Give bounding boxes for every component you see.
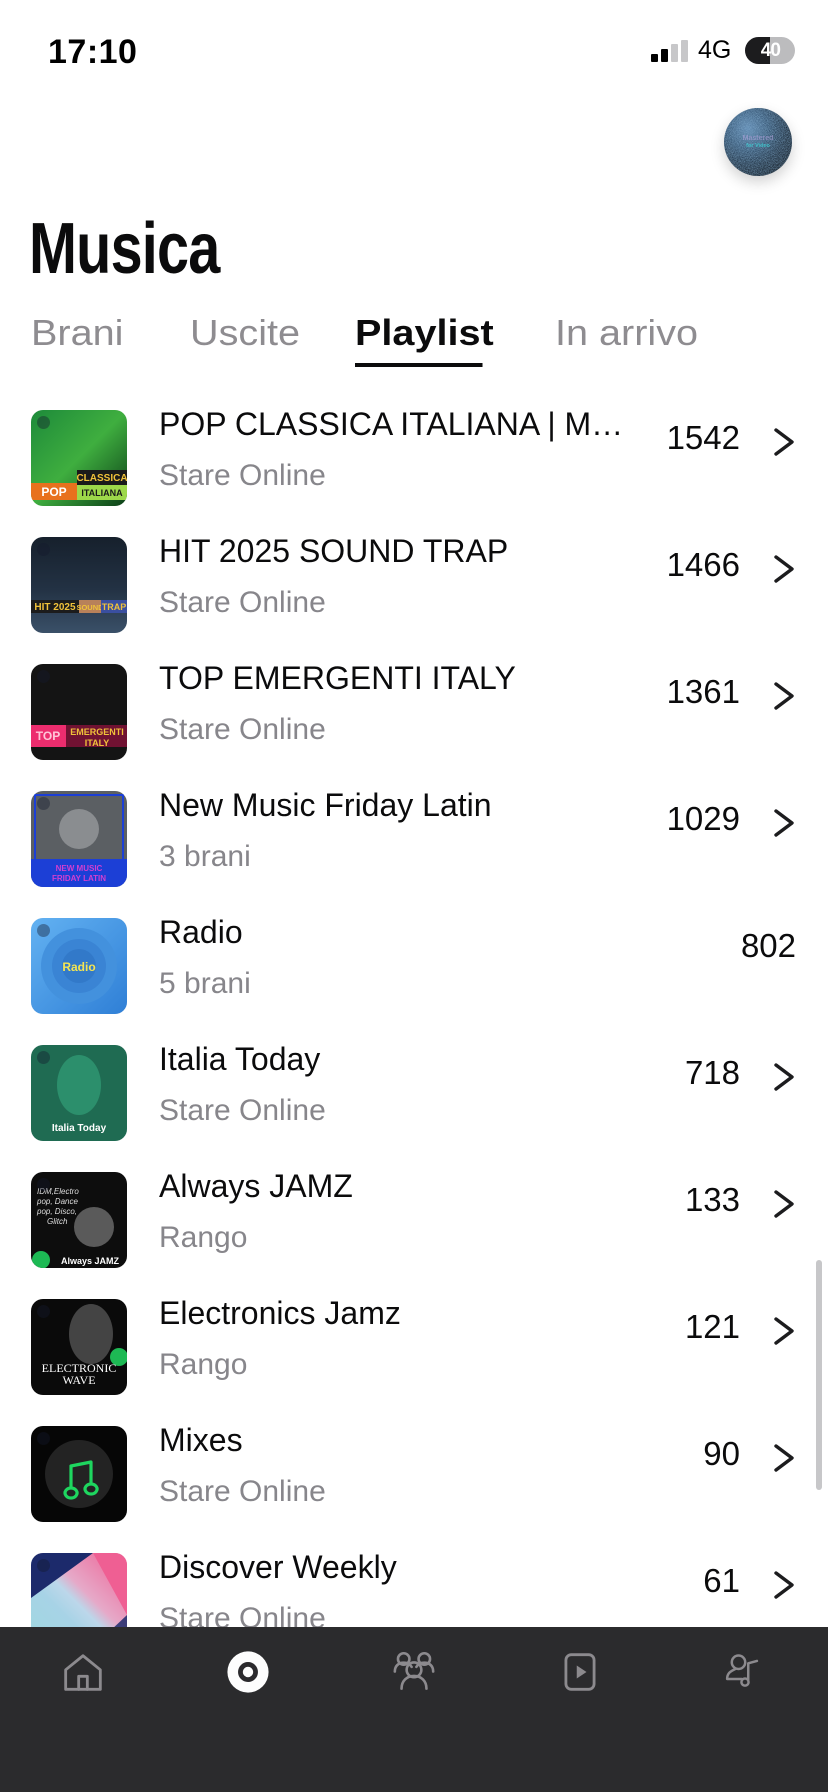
svg-text:pop, Disco,: pop, Disco, <box>36 1207 77 1216</box>
svg-text:Always JAMZ: Always JAMZ <box>61 1256 120 1266</box>
svg-text:EMERGENTI: EMERGENTI <box>70 727 124 737</box>
svg-text:WAVE: WAVE <box>62 1373 95 1387</box>
svg-text:POP: POP <box>41 485 66 499</box>
svg-text:FRIDAY LATIN: FRIDAY LATIN <box>52 874 106 883</box>
svg-text:pop, Dance: pop, Dance <box>36 1197 78 1206</box>
svg-text:Radio: Radio <box>62 960 95 974</box>
svg-text:for Video: for Video <box>746 143 770 149</box>
svg-text:TOP: TOP <box>36 729 60 743</box>
svg-text:HIT 2025: HIT 2025 <box>34 602 76 613</box>
svg-text:CLASSICA: CLASSICA <box>76 473 127 484</box>
svg-text:ITALIANA: ITALIANA <box>81 488 123 498</box>
svg-text:SOUND: SOUND <box>76 603 104 612</box>
svg-text:Mastered: Mastered <box>743 135 774 142</box>
svg-text:ITALY: ITALY <box>85 738 110 748</box>
svg-text:TRAP: TRAP <box>102 602 127 612</box>
svg-text:Italia Today: Italia Today <box>52 1123 107 1134</box>
svg-text:Glitch: Glitch <box>47 1217 68 1226</box>
svg-text:NEW MUSIC: NEW MUSIC <box>56 864 103 873</box>
